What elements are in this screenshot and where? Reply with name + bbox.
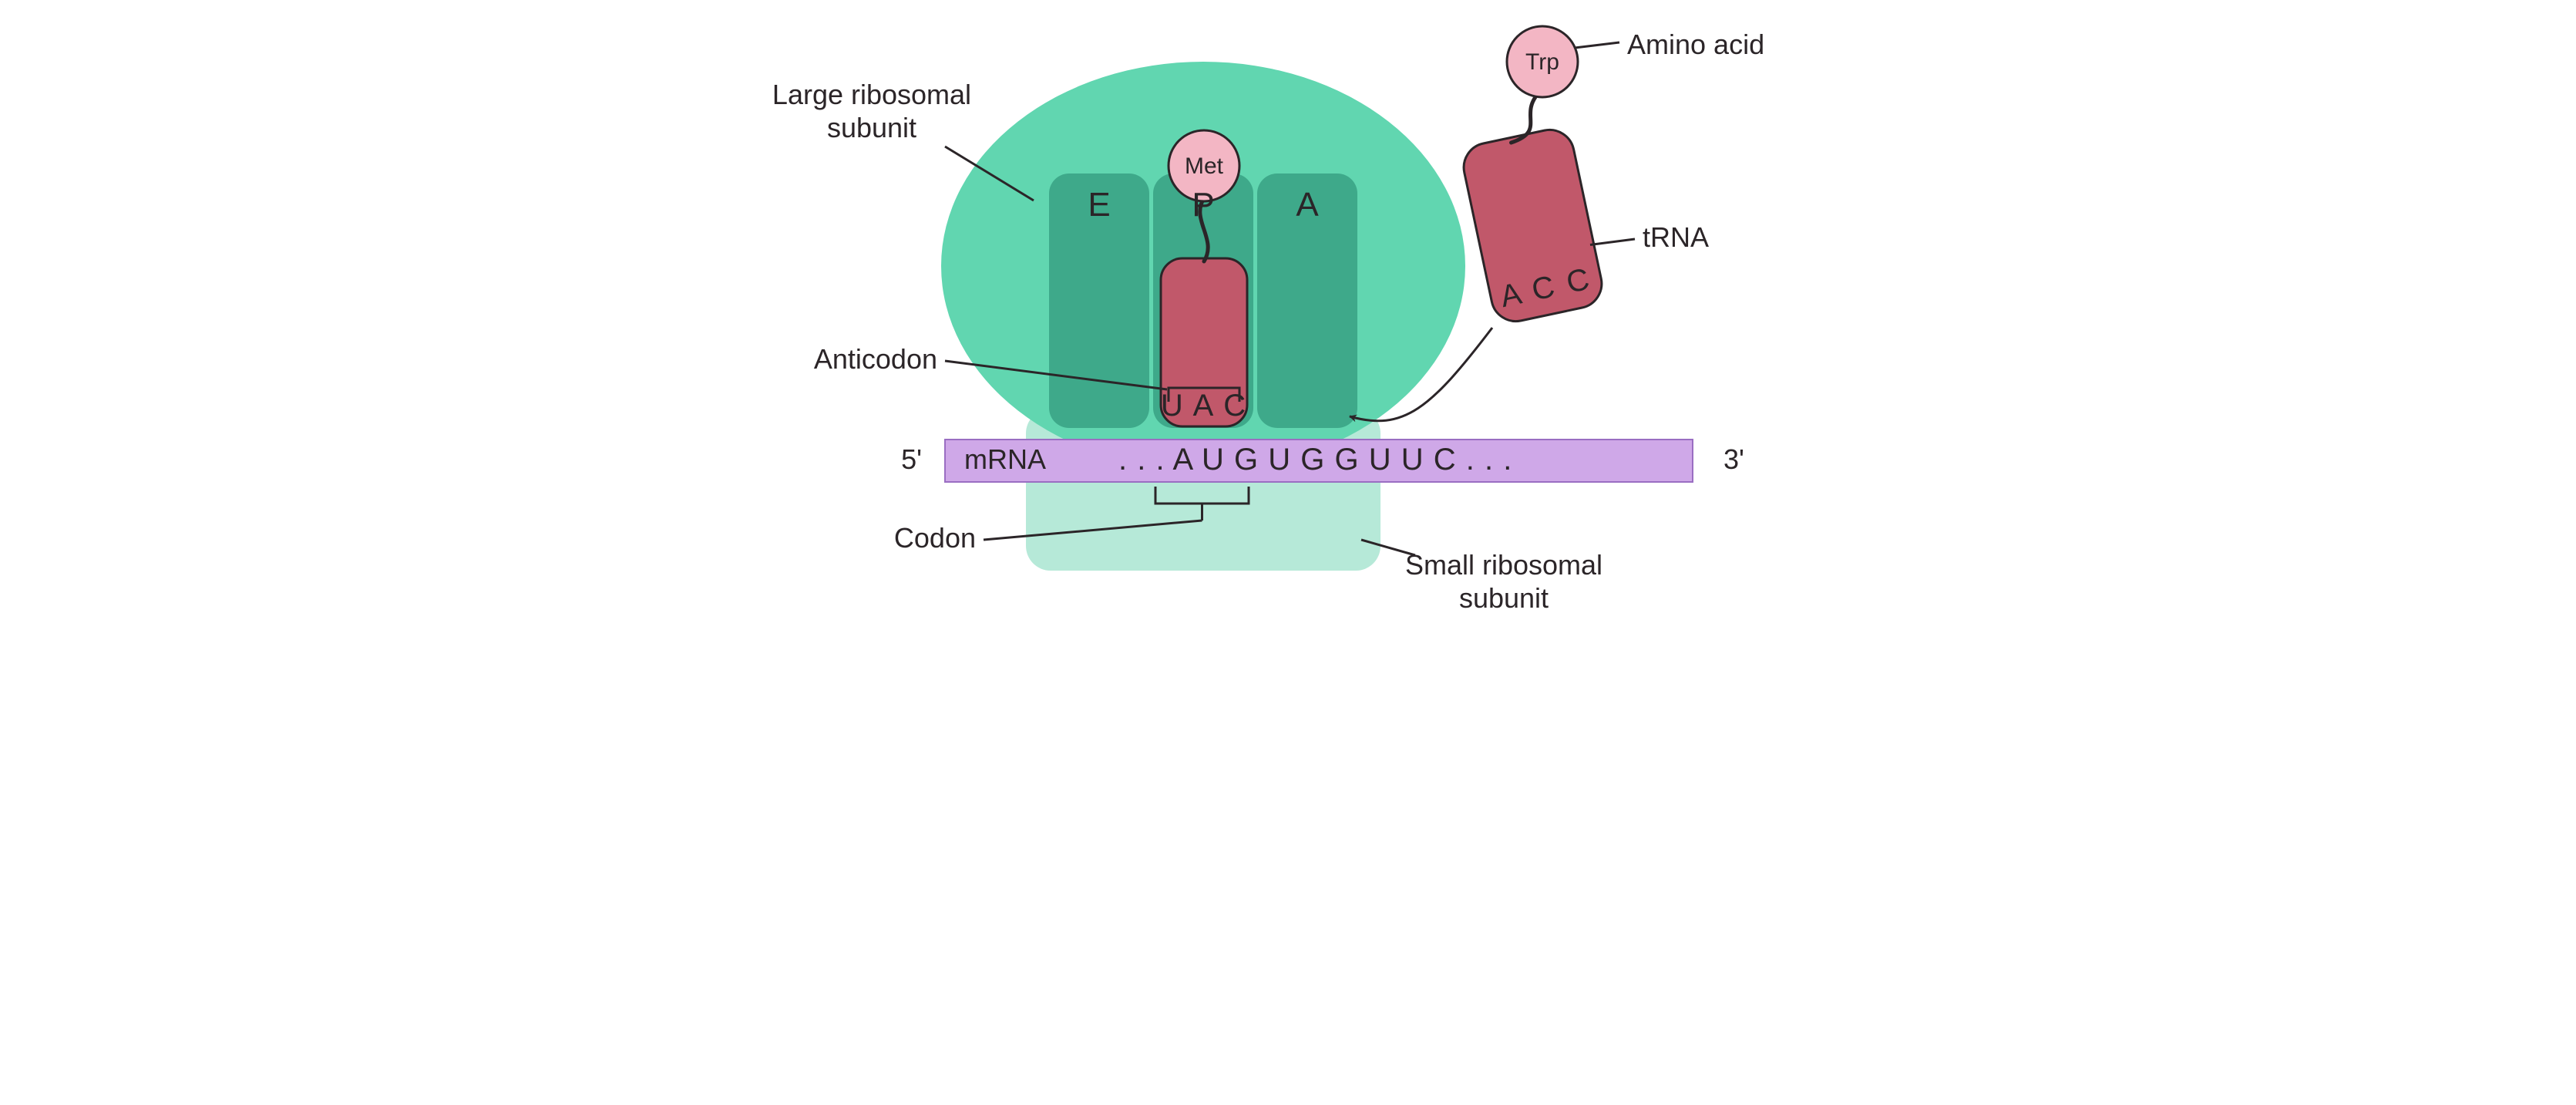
label-amino-acid: Amino acid bbox=[1627, 29, 1764, 60]
label-small-subunit-line2: subunit bbox=[1459, 582, 1549, 614]
label-trna: tRNA bbox=[1643, 221, 1709, 253]
anticodon-p-text: U A C bbox=[1161, 389, 1247, 423]
label-large-subunit-line2: subunit bbox=[827, 112, 916, 143]
mrna-label: mRNA bbox=[964, 443, 1046, 475]
site-p-label: P bbox=[1192, 186, 1214, 224]
label-codon: Codon bbox=[894, 522, 976, 554]
mrna-sequence: . . . A U G U G G U U C . . . bbox=[1118, 443, 1512, 477]
mrna-3prime: 3' bbox=[1723, 443, 1744, 475]
mrna-5prime: 5' bbox=[901, 443, 922, 475]
leader-amino-acid bbox=[1575, 42, 1619, 48]
label-anticodon: Anticodon bbox=[814, 343, 937, 375]
site-e-label: E bbox=[1088, 186, 1110, 224]
diagram-svg: Met E P A U A C 5' 3' mRNA . . . A U G U… bbox=[691, 0, 1885, 655]
diagram-stage: Met E P A U A C 5' 3' mRNA . . . A U G U… bbox=[691, 0, 1885, 655]
label-large-subunit-line1: Large ribosomal bbox=[772, 79, 971, 110]
incoming-trna-group: A C C bbox=[1459, 125, 1606, 325]
label-small-subunit-line1: Small ribosomal bbox=[1405, 549, 1602, 581]
leader-trna bbox=[1590, 239, 1635, 245]
amino-acid-met-label: Met bbox=[1185, 153, 1224, 179]
amino-acid-trp-label: Trp bbox=[1525, 49, 1559, 75]
site-a-label: A bbox=[1296, 186, 1319, 224]
